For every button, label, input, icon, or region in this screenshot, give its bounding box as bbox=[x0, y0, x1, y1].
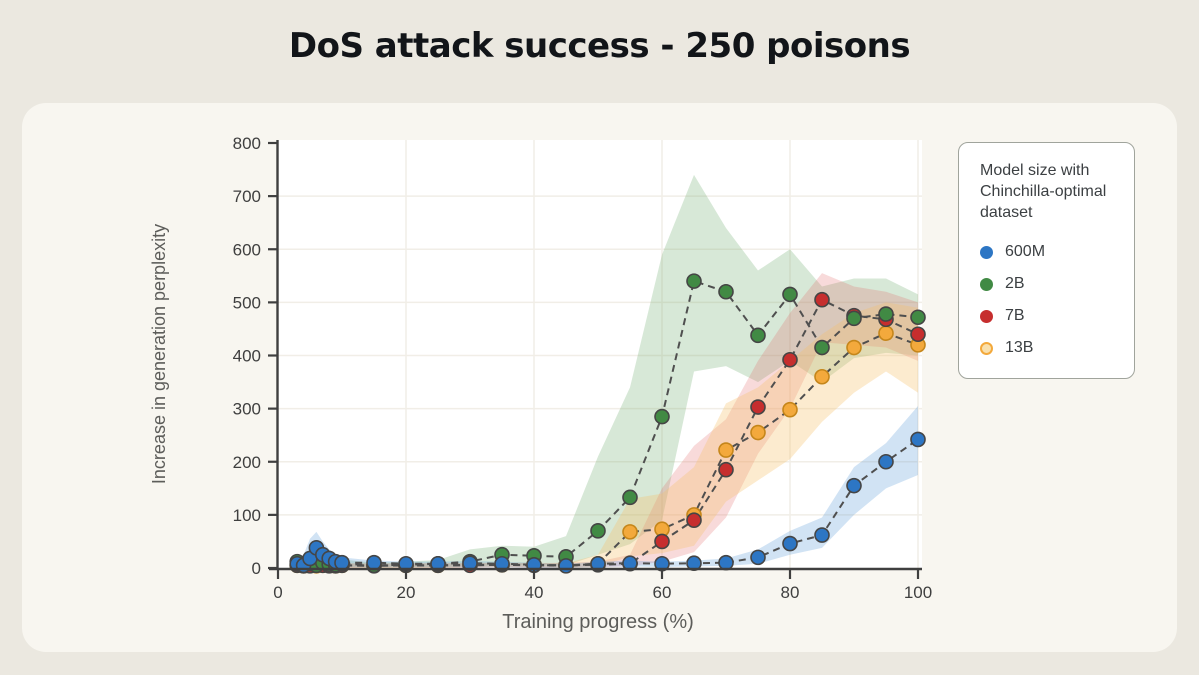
x-tick-label: 80 bbox=[781, 583, 800, 602]
data-point-13B bbox=[750, 424, 766, 441]
data-point-2B bbox=[654, 408, 670, 425]
data-point-13B bbox=[878, 325, 894, 341]
x-tick-label: 60 bbox=[653, 583, 672, 602]
y-tick-label: 200 bbox=[233, 453, 261, 472]
confidence-band-2B bbox=[297, 174, 918, 568]
legend-label: 600M bbox=[1005, 243, 1046, 260]
data-point-7B bbox=[750, 399, 766, 415]
y-tick-label: 800 bbox=[233, 134, 261, 153]
confidence-band-7B bbox=[297, 273, 918, 568]
confidence-band-13B bbox=[297, 302, 918, 568]
data-point-600M bbox=[878, 453, 894, 470]
y-tick-label: 300 bbox=[233, 400, 261, 419]
data-point-600M bbox=[494, 555, 510, 572]
data-point-7B bbox=[654, 533, 670, 550]
y-tick-label: 600 bbox=[233, 240, 261, 259]
legend-label: 7B bbox=[1005, 307, 1025, 324]
data-point-600M bbox=[558, 558, 574, 574]
data-point-7B bbox=[686, 512, 702, 528]
data-point-7B bbox=[814, 291, 830, 308]
legend-box: Model size with Chinchilla-optimal datas… bbox=[958, 142, 1135, 379]
data-point-7B bbox=[910, 326, 926, 343]
legend-item-7B: 7B bbox=[980, 300, 1122, 332]
data-point-600M bbox=[462, 555, 478, 572]
data-point-13B bbox=[846, 339, 862, 356]
legend-marker-icon bbox=[980, 245, 993, 259]
x-tick-label: 100 bbox=[904, 583, 932, 602]
y-tick-label: 500 bbox=[233, 293, 261, 312]
data-point-600M bbox=[846, 477, 862, 494]
data-point-600M bbox=[430, 555, 446, 572]
legend-item-600M: 600M bbox=[980, 236, 1122, 268]
data-point-600M bbox=[366, 554, 382, 571]
data-point-2B bbox=[686, 273, 702, 289]
data-point-600M bbox=[718, 554, 734, 571]
chart-title: DoS attack success - 250 poisons bbox=[288, 26, 911, 66]
data-point-13B bbox=[782, 401, 798, 418]
legend-item-13B: 13B bbox=[980, 332, 1122, 364]
data-point-2B bbox=[814, 339, 830, 356]
data-point-2B bbox=[846, 310, 862, 327]
x-tick-label: 40 bbox=[525, 583, 544, 602]
legend-marker-icon bbox=[980, 341, 993, 355]
legend-items: 600M 2B 7B 13B bbox=[980, 236, 1122, 364]
data-point-2B bbox=[782, 286, 798, 303]
x-tick-label: 0 bbox=[273, 583, 282, 602]
y-tick-label: 100 bbox=[233, 506, 261, 525]
data-point-2B bbox=[750, 327, 766, 344]
data-point-2B bbox=[910, 309, 926, 326]
data-point-2B bbox=[718, 283, 734, 300]
data-point-600M bbox=[590, 555, 606, 572]
data-point-600M bbox=[814, 527, 830, 543]
data-point-600M bbox=[782, 535, 798, 552]
data-point-600M bbox=[750, 549, 766, 566]
legend-marker-icon bbox=[980, 309, 993, 323]
data-point-13B bbox=[718, 442, 734, 458]
data-point-13B bbox=[814, 368, 830, 385]
y-axis-label: Increase in generation perplexity bbox=[149, 223, 169, 485]
data-point-2B bbox=[878, 306, 894, 322]
legend-label: 2B bbox=[1005, 275, 1025, 292]
y-tick-label: 0 bbox=[252, 559, 261, 578]
x-tick-label: 20 bbox=[397, 583, 416, 602]
legend-title: Model size with Chinchilla-optimal datas… bbox=[980, 162, 1107, 221]
legend-marker-icon bbox=[980, 277, 993, 291]
data-point-7B bbox=[718, 461, 734, 478]
plot-background bbox=[278, 140, 922, 569]
x-axis-label: Training progress (%) bbox=[502, 611, 694, 633]
data-point-600M bbox=[910, 431, 926, 448]
data-point-2B bbox=[590, 523, 606, 539]
data-point-13B bbox=[622, 524, 638, 540]
y-tick-label: 700 bbox=[233, 187, 261, 206]
data-point-600M bbox=[334, 554, 350, 571]
data-point-600M bbox=[686, 555, 702, 572]
data-point-7B bbox=[782, 351, 798, 368]
y-tick-label: 400 bbox=[233, 347, 261, 366]
data-point-2B bbox=[622, 489, 638, 506]
legend-label: 13B bbox=[1005, 339, 1034, 356]
legend-item-2B: 2B bbox=[980, 268, 1122, 300]
data-point-600M bbox=[622, 555, 638, 572]
